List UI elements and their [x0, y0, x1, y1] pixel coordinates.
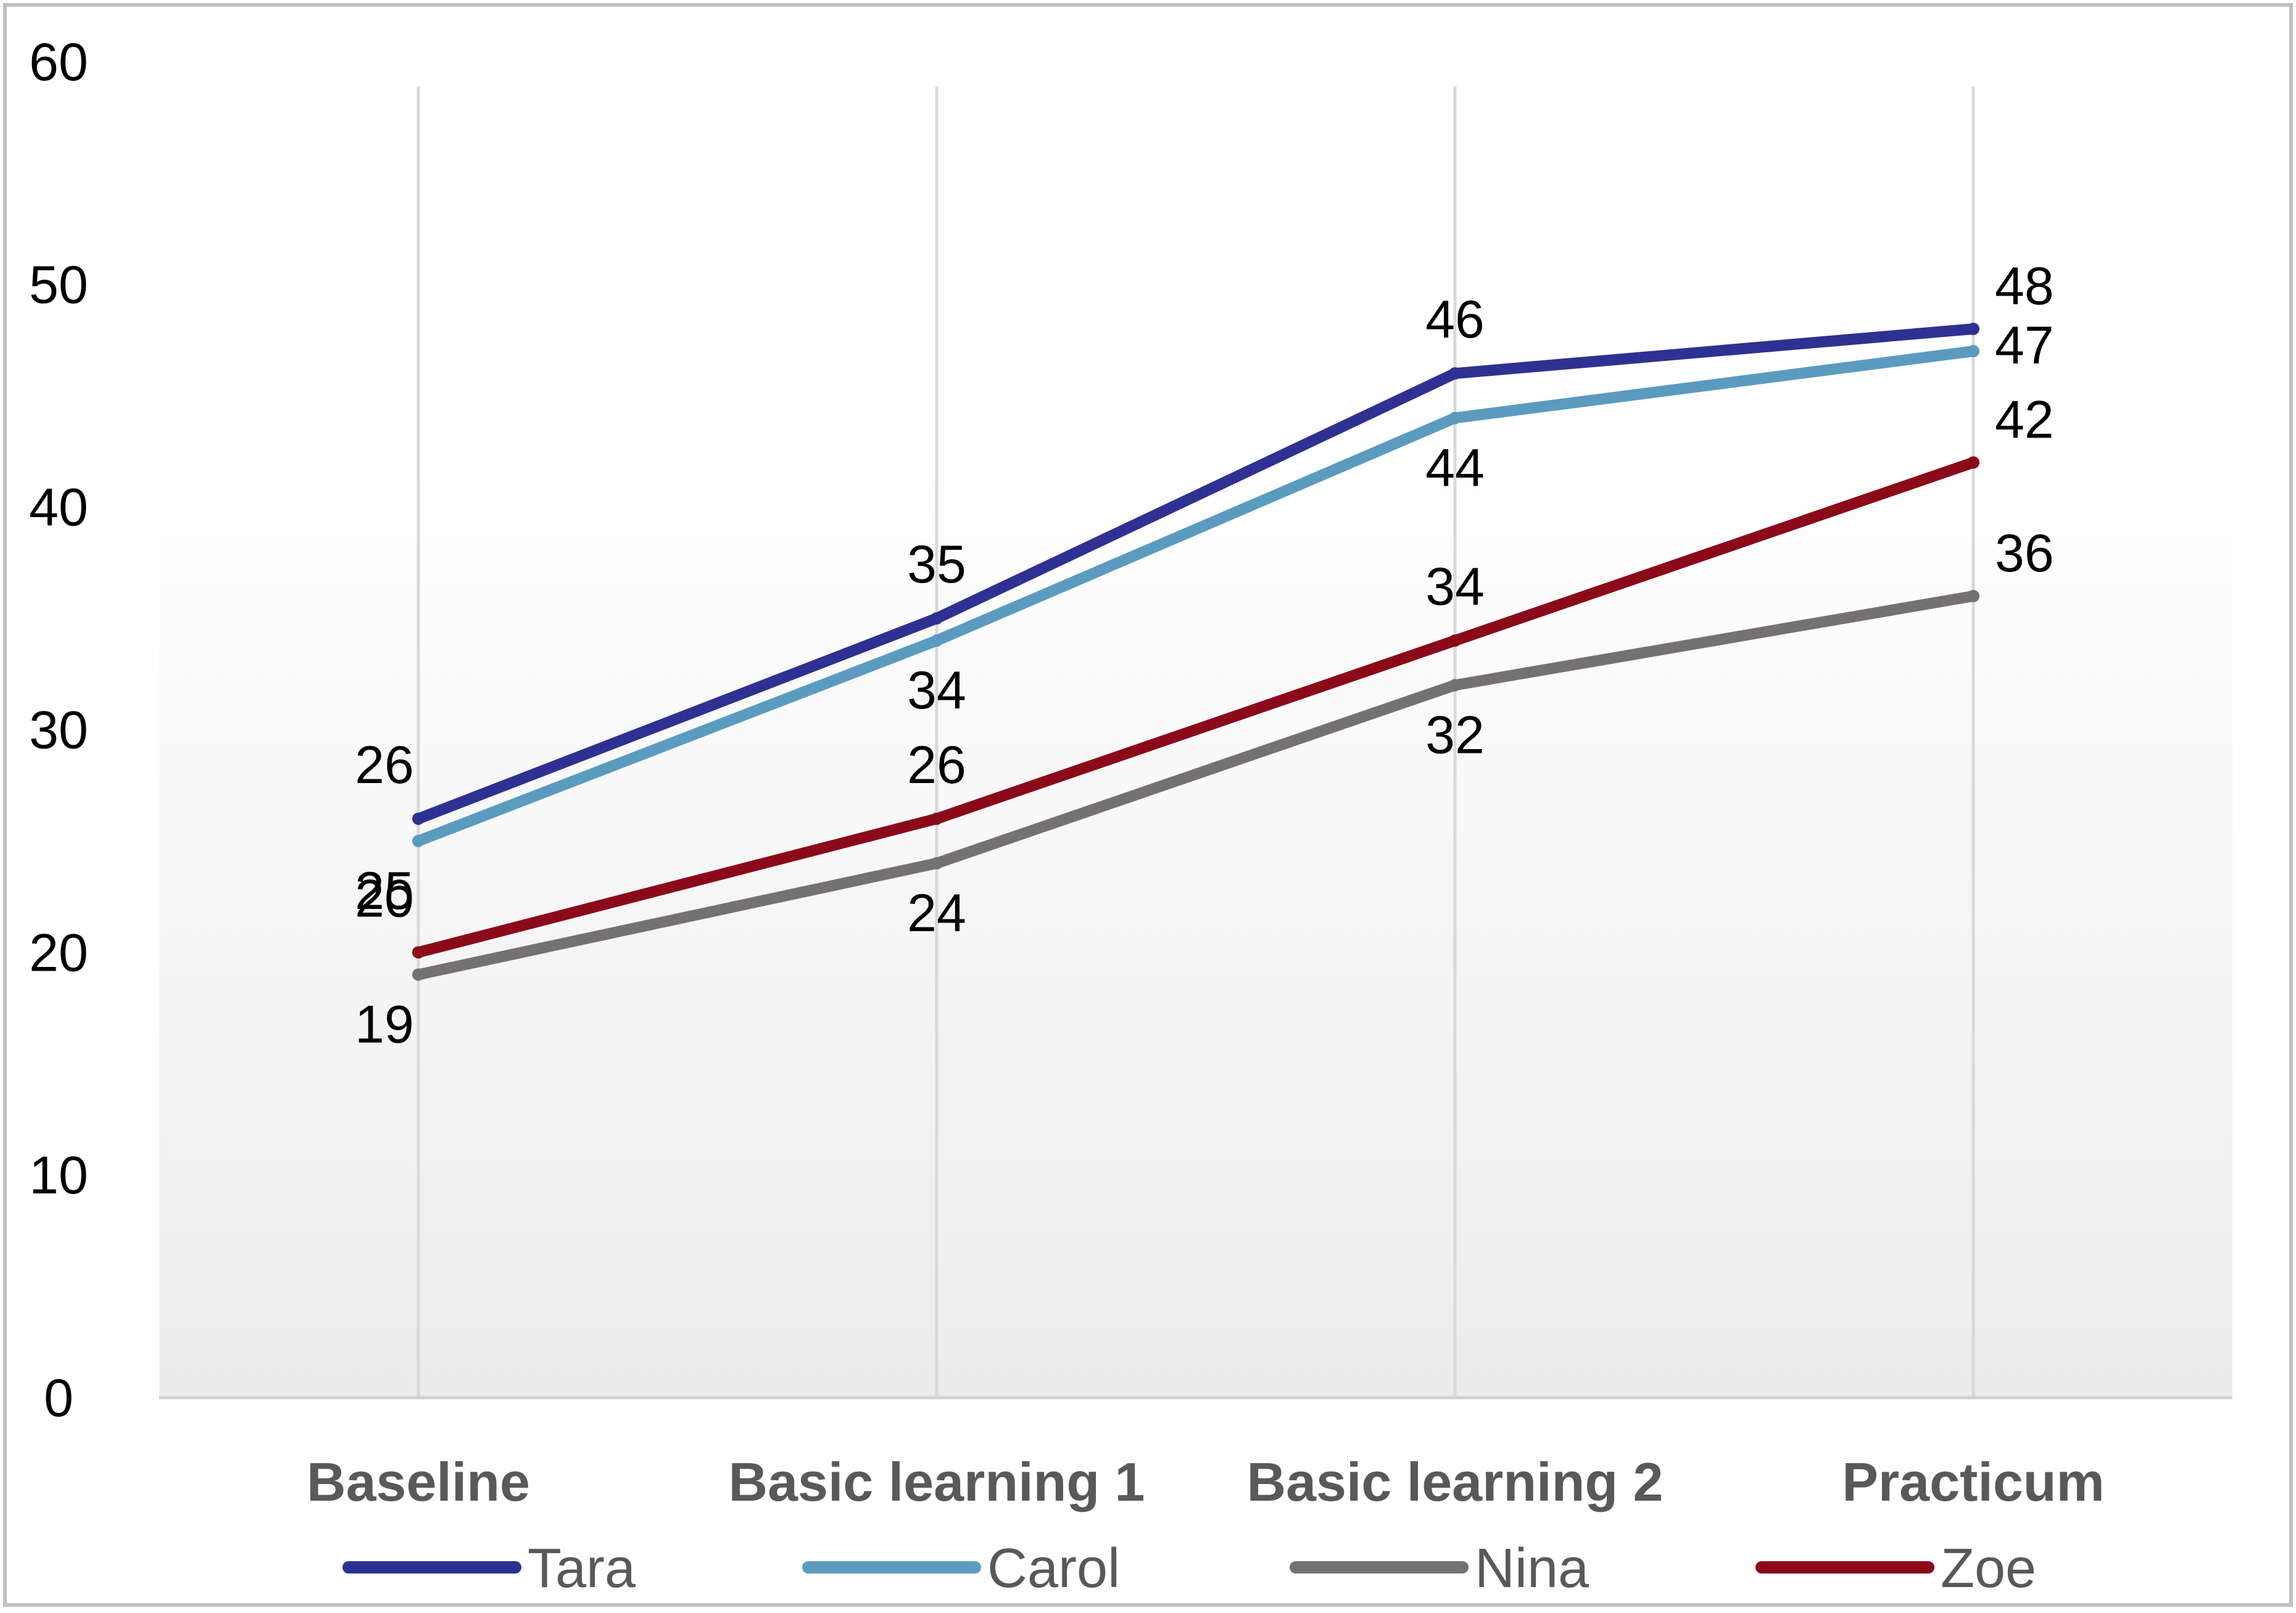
series-line-tara: [413, 323, 1979, 824]
data-point-zoe: [1449, 634, 1461, 647]
data-point-carol: [1967, 345, 1979, 358]
data-point-carol: [1449, 412, 1461, 425]
legend-label-tara: Tara: [528, 1538, 636, 1599]
data-point-nina: [1967, 590, 1979, 602]
data-label-zoe: 26: [907, 736, 966, 795]
data-label-tara: 48: [1995, 257, 2054, 316]
data-label-carol: 44: [1425, 438, 1485, 497]
legend: Tara Carol Nina Zoe: [342, 1538, 2036, 1599]
y-tick-label: 0: [44, 1369, 73, 1428]
data-point-zoe: [1967, 456, 1979, 469]
y-tick-label: 60: [29, 33, 88, 92]
data-label-carol: 25: [355, 861, 414, 921]
x-axis-ticks: Baseline Basic learning 1 Basic learning 2…: [307, 1451, 2105, 1512]
y-tick-label: 30: [29, 701, 88, 760]
data-point-nina: [412, 968, 425, 981]
legend-label-zoe: Zoe: [1941, 1538, 2036, 1599]
data-point-carol: [412, 834, 425, 847]
series-line-nina: [413, 591, 1979, 981]
y-axis-ticks: 0 10 20 30 40 50 60: [29, 33, 88, 1428]
data-label-tara: 46: [1425, 290, 1485, 349]
y-tick-label: 50: [29, 255, 88, 315]
data-point-zoe: [412, 946, 425, 959]
data-label-nina: 19: [355, 995, 414, 1054]
data-label-nina: 36: [1995, 524, 2054, 583]
data-point-tara: [412, 812, 425, 825]
data-point-tara: [1449, 367, 1461, 380]
data-label-carol: 47: [1995, 316, 2054, 375]
data-point-nina: [930, 857, 943, 869]
data-point-carol: [930, 634, 943, 647]
x-tick-label: Basic learning 2: [1247, 1451, 1664, 1512]
legend-label-carol: Carol: [987, 1538, 1120, 1599]
y-tick-label: 40: [29, 478, 88, 537]
series-line-carol: [413, 346, 1979, 847]
y-tick-label: 10: [29, 1146, 88, 1205]
y-tick-label: 20: [29, 923, 88, 982]
data-label-nina: 32: [1425, 705, 1485, 765]
x-tick-label: Basic learning 1: [729, 1451, 1145, 1512]
data-label-tara: 26: [355, 736, 414, 795]
data-label-zoe: 20: [355, 869, 414, 928]
x-tick-label: Baseline: [307, 1451, 530, 1512]
data-point-nina: [1449, 679, 1461, 692]
gridlines: [417, 86, 1975, 1398]
data-point-tara: [930, 612, 943, 625]
data-point-zoe: [930, 812, 943, 825]
legend-label-nina: Nina: [1475, 1538, 1589, 1599]
data-label-zoe: 34: [1425, 557, 1485, 616]
data-point-tara: [1967, 323, 1979, 335]
data-label-nina: 24: [907, 884, 966, 943]
data-label-tara: 35: [907, 535, 966, 594]
data-label-carol: 34: [907, 661, 966, 720]
data-label-zoe: 42: [1995, 391, 2054, 450]
x-tick-label: Practicum: [1842, 1451, 2105, 1512]
series-lines: [412, 323, 1979, 981]
series-line-zoe: [413, 457, 1979, 958]
